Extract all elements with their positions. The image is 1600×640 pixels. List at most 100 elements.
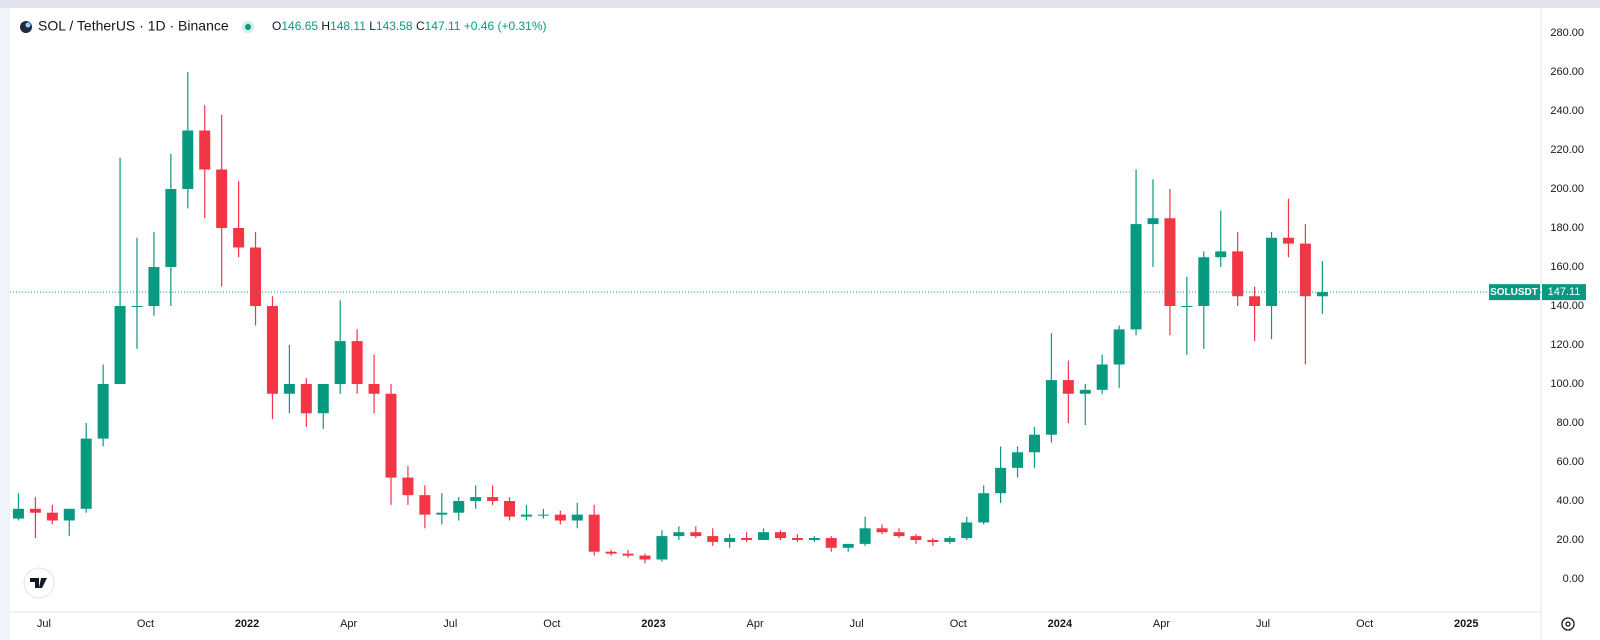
change-value: +0.46 (+0.31%) (464, 19, 547, 33)
gear-center (1565, 621, 1571, 627)
y-tick-label: 120.00 (1550, 339, 1584, 351)
candle-body (453, 501, 465, 513)
high-label: H (321, 19, 330, 33)
x-tick-label: 2022 (235, 618, 259, 630)
y-tick-label: 100.00 (1550, 378, 1584, 390)
symbol-logo-dot (25, 22, 31, 28)
candle-body (825, 538, 837, 548)
y-tick-label: 140.00 (1550, 300, 1584, 312)
candle-body (876, 528, 888, 533)
candle-body (334, 341, 346, 384)
candle-body (199, 130, 211, 170)
candle-body (97, 384, 109, 439)
candle-body (266, 306, 278, 394)
candle-body (622, 553, 634, 556)
candle-body (165, 189, 177, 267)
candle-body (1012, 452, 1024, 468)
candle-body (1130, 224, 1142, 330)
candle-body (63, 508, 75, 521)
candle-body (1028, 434, 1040, 453)
candle-body (1232, 251, 1244, 297)
x-tick-label: 2024 (1048, 618, 1073, 630)
candle-body (571, 514, 583, 521)
candle-body (317, 384, 329, 414)
logo-glyph (30, 578, 47, 588)
symbol-badge-label: SOLUSDT (1490, 287, 1538, 298)
candle-body (1215, 251, 1227, 258)
y-tick-label: 0.00 (1563, 573, 1584, 585)
candle-body (537, 514, 549, 516)
open-value: 146.65 (281, 19, 318, 33)
settings-button[interactable] (1561, 617, 1575, 631)
candle-body (504, 501, 516, 517)
candle-body (758, 532, 770, 540)
open-label: O (272, 19, 281, 33)
candle-body (419, 495, 431, 515)
y-tick-label: 180.00 (1550, 222, 1584, 234)
candle-body (944, 538, 956, 542)
candle-body (46, 512, 58, 521)
ohlc-values: O146.65 H148.11 L143.58 C147.11 +0.46 (+… (272, 19, 547, 33)
candle-body (1282, 237, 1294, 244)
x-tick-label: Jul (443, 618, 457, 630)
symbol-badge (1489, 284, 1540, 301)
candle-body (639, 555, 651, 560)
candle-body (995, 467, 1007, 494)
y-tick-label: 60.00 (1556, 456, 1584, 468)
y-tick-label: 280.00 (1550, 27, 1584, 39)
y-tick-label: 260.00 (1550, 66, 1584, 78)
y-tick-label: 40.00 (1556, 495, 1584, 507)
gear[interactable] (1561, 617, 1575, 631)
candle-body (859, 528, 871, 544)
candle-body (182, 130, 194, 189)
candle-body (300, 384, 312, 414)
candle-body (690, 532, 702, 537)
candle-body (791, 538, 803, 540)
close-value: 147.11 (425, 19, 461, 33)
high-value: 148.11 (330, 19, 366, 33)
y-tick-label: 220.00 (1550, 144, 1584, 156)
x-tick-label: Oct (137, 618, 154, 630)
candle-body (12, 508, 24, 519)
x-tick-label: Oct (1356, 618, 1373, 630)
x-tick-label: Apr (747, 618, 764, 630)
candle-body (1316, 292, 1328, 297)
x-tick-label: Oct (950, 618, 967, 630)
candle-body (131, 306, 143, 307)
candle-body (1096, 364, 1108, 390)
x-tick-label: Jul (850, 618, 864, 630)
tradingview-logo[interactable] (23, 567, 55, 599)
candle-body (741, 538, 753, 540)
candle-body (1299, 243, 1311, 297)
candle-body (724, 538, 736, 542)
candle-body (554, 514, 566, 521)
y-tick-label: 80.00 (1556, 417, 1584, 429)
candle-body (588, 514, 600, 552)
x-tick-label: 2025 (1454, 618, 1478, 630)
candle-body (487, 497, 499, 501)
candle-body (842, 543, 854, 548)
candle-body (978, 493, 990, 523)
candle-body (1266, 237, 1278, 306)
candle-body (402, 477, 414, 496)
low-label: L (369, 19, 376, 33)
top-border (0, 0, 1600, 8)
y-tick-label: 200.00 (1550, 183, 1584, 195)
x-tick-label: 2023 (641, 618, 665, 630)
candle-body (673, 532, 685, 537)
candle-body (470, 497, 482, 501)
candle-body (250, 247, 262, 306)
left-border (0, 8, 10, 640)
candle-body (1249, 296, 1261, 306)
x-tick-label: Apr (340, 618, 357, 630)
candle-body (368, 384, 380, 394)
legend: SOL / TetherUS · 1D · Binance O146.65 H1… (20, 18, 547, 34)
candle-body (233, 228, 245, 248)
symbol-title: SOL / TetherUS · 1D · Binance (38, 18, 229, 34)
price-badge (1542, 284, 1586, 301)
candle-body (29, 508, 41, 513)
candle-body (1113, 329, 1125, 365)
candle-body (774, 532, 786, 539)
candle-body (520, 514, 532, 517)
